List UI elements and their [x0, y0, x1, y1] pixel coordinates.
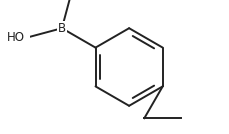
- Text: HO: HO: [6, 31, 24, 44]
- Text: B: B: [58, 22, 66, 35]
